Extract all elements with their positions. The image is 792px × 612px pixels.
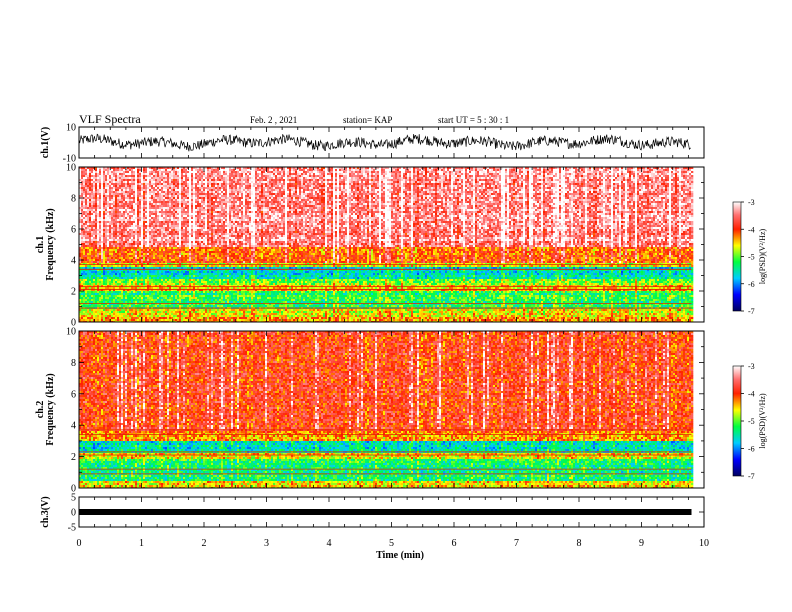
y-tick-label: -5	[68, 523, 76, 534]
x-tick-label: 6	[452, 538, 457, 549]
colorbar-tick-label: -5	[748, 253, 755, 262]
y-tick-label: -10	[63, 154, 76, 165]
y-tick-label: 4	[71, 421, 76, 432]
y-tick-label: 0	[71, 508, 76, 519]
station-label: station= KAP	[343, 115, 392, 125]
time-axis-label: Time (min)	[376, 550, 424, 561]
y-tick-label: 2	[71, 452, 76, 463]
colorbar-tick-label: -5	[748, 417, 755, 426]
ch3-waveform-panel: 5 0 -5 ch.3(V)	[40, 493, 705, 534]
ch2-colorbar: -3 -4 -5 -6 -7 log(PSD)(V²/Hz)	[732, 362, 767, 481]
x-tick-label: 4	[327, 538, 332, 549]
y-tick-label: 10	[66, 163, 76, 174]
colorbar-tick-label: -6	[748, 280, 755, 289]
x-tick-label: 1	[139, 538, 144, 549]
colorbar-tick-label: -7	[748, 472, 755, 481]
y-axis-label: ch.2	[35, 401, 46, 419]
spectrogram-cells	[79, 167, 694, 322]
colorbar-scale	[732, 365, 742, 477]
y-tick-label: 0	[71, 318, 76, 329]
x-tick-label: 9	[639, 538, 644, 549]
colorbar-tick-label: -6	[748, 445, 755, 454]
start-time-label: start UT = 5 : 30 : 1	[438, 115, 509, 125]
y-axis-label: ch.1	[35, 236, 46, 254]
y-axis-label: Frequency (kHz)	[45, 208, 56, 280]
y-axis-label: ch.1(V)	[40, 127, 51, 158]
spectrogram-cells	[79, 331, 694, 488]
y-tick-label: 10	[66, 327, 76, 338]
colorbar-tick-label: -3	[748, 362, 755, 371]
figure-title: VLF Spectra	[79, 112, 141, 126]
y-tick-label: 5	[71, 493, 76, 504]
y-tick-label: 6	[71, 389, 76, 400]
time-axis: 0 1 2 3 4 5 6 7 8 9 10	[77, 538, 710, 549]
y-tick-label: 4	[71, 256, 76, 267]
x-tick-label: 2	[202, 538, 207, 549]
ch2-spectrogram-panel: 0 2 4 6 8 10 ch.2 Frequency (kHz)	[35, 327, 705, 495]
y-tick-label: 8	[71, 358, 76, 369]
y-tick-label: 2	[71, 287, 76, 298]
y-axis-label: Frequency (kHz)	[45, 373, 56, 445]
colorbar-scale	[732, 201, 742, 312]
colorbar-tick-label: -4	[748, 390, 755, 399]
x-tick-label: 8	[577, 538, 582, 549]
ch1-waveform-line	[78, 133, 692, 152]
x-tick-label: 5	[389, 538, 394, 549]
colorbar-label: log(PSD)(V²/Hz)	[758, 393, 767, 449]
y-tick-label: 0	[71, 484, 76, 495]
colorbar-tick-label: -4	[748, 225, 755, 234]
colorbar-tick-label: -7	[748, 307, 755, 316]
x-tick-label: 3	[264, 538, 269, 549]
y-tick-label: 10	[66, 123, 76, 134]
y-tick-label: 6	[71, 225, 76, 236]
ch1-colorbar: -3 -4 -5 -6 -7 log(PSD)(V²/Hz)	[732, 198, 767, 316]
x-tick-label: 7	[514, 538, 519, 549]
colorbar-tick-label: -3	[748, 198, 755, 207]
ch1-spectrogram-panel: 0 2 4 6 8 10 ch.1 Frequency (kHz)	[35, 163, 705, 329]
y-axis-label: ch.3(V)	[40, 496, 51, 527]
y-tick-label: 8	[71, 194, 76, 205]
colorbar-label: log(PSD)(V²/Hz)	[758, 229, 767, 285]
ch3-waveform-line	[79, 509, 692, 515]
ch1-waveform-panel: 10 -10 ch.1(V)	[40, 123, 705, 165]
x-tick-label: 10	[699, 538, 709, 549]
date-label: Feb. 2 , 2021	[250, 115, 297, 125]
x-tick-label: 0	[77, 538, 82, 549]
